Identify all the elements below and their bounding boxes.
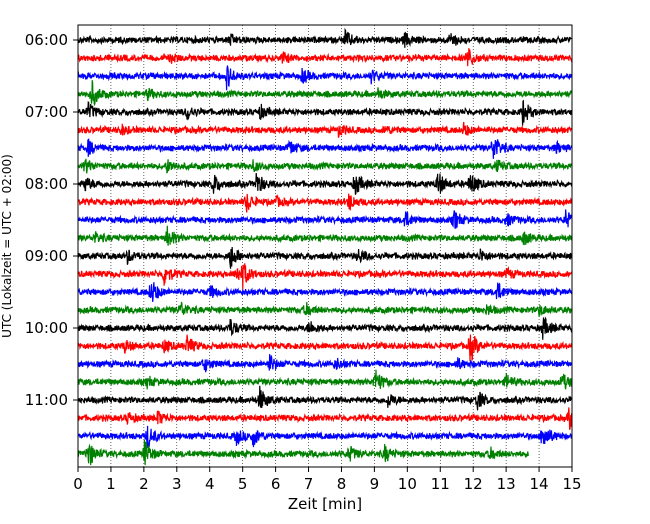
trace-0715 [77, 121, 573, 138]
x-tick-label: 13 [497, 475, 516, 493]
x-tick-label: 6 [271, 475, 281, 493]
y-tick-label: 11:00 [25, 391, 68, 409]
x-tick-label: 10 [398, 475, 417, 493]
x-tick-label: 9 [370, 475, 380, 493]
trace-0630 [77, 64, 573, 91]
y-axis-label: UTC (Lokalzeit = UTC + 02:00) [0, 154, 14, 338]
x-tick-label: 0 [73, 475, 83, 493]
trace-1015 [77, 334, 572, 362]
trace-0700 [77, 99, 573, 126]
x-tick-label: 4 [205, 475, 215, 493]
y-tick-label: 10:00 [25, 319, 68, 337]
trace-1130 [77, 425, 573, 448]
y-tick-label: 07:00 [25, 103, 68, 121]
x-tick-label: 1 [106, 475, 116, 493]
trace-0930 [77, 281, 573, 302]
trace-1045 [77, 369, 573, 390]
x-tick-label: 8 [337, 475, 347, 493]
y-tick-label: 06:00 [25, 31, 68, 49]
trace-0845 [77, 225, 573, 246]
trace-0800 [77, 172, 573, 195]
y-tick-label: 08:00 [25, 175, 68, 193]
trace-0645 [77, 80, 573, 107]
x-axis-label: Zeit [min] [288, 495, 362, 513]
y-tick-label: 09:00 [25, 247, 68, 265]
trace-0945 [77, 301, 572, 317]
x-tick-label: 5 [238, 475, 248, 493]
trace-0900 [77, 247, 573, 269]
trace-1030 [77, 354, 573, 373]
trace-1000 [77, 316, 573, 340]
trace-0830 [77, 209, 573, 229]
trace-1100 [77, 385, 573, 411]
plot-frame [77, 24, 573, 468]
trace-0730 [77, 138, 573, 159]
x-tick-label: 11 [431, 475, 450, 493]
trace-0915 [77, 263, 573, 290]
trace-0615 [77, 48, 573, 67]
trace-1145 [77, 439, 530, 466]
seismic-traces [77, 27, 573, 466]
trace-0745 [77, 158, 573, 174]
trace-0600 [77, 27, 572, 48]
x-tick-label: 15 [562, 475, 581, 493]
x-tick-label: 14 [530, 475, 549, 493]
trace-0815 [77, 193, 573, 213]
x-axis-ticks: 0 1 2 3 4 5 6 7 8 9 10 11 12 13 14 15 [73, 467, 582, 493]
x-tick-label: 3 [172, 475, 182, 493]
trace-1115 [77, 407, 573, 431]
x-tick-label: 12 [464, 475, 483, 493]
x-tick-label: 7 [304, 475, 314, 493]
x-tick-label: 2 [139, 475, 149, 493]
y-axis-ticks: 06:00 07:00 08:00 09:00 10:00 11:00 [25, 31, 78, 409]
